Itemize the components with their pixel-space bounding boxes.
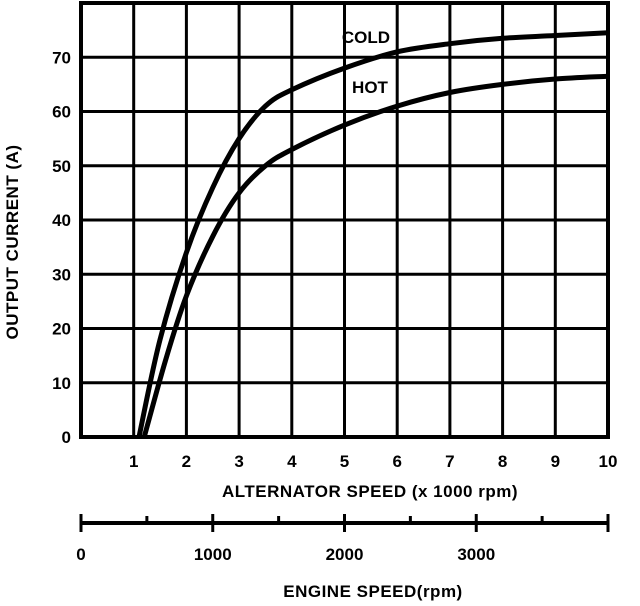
series-curves	[136, 30, 609, 438]
engine-tick-label: 2000	[326, 545, 364, 564]
y-tick-label: 50	[52, 157, 71, 176]
x-tick-labels: 1 2 3 4 5 6 7 8 9 10	[129, 452, 617, 471]
y-tick-label: 60	[52, 103, 71, 122]
y-tick-label: 40	[52, 211, 71, 230]
engine-tick-label: 1000	[194, 545, 232, 564]
x-tick-label: 6	[392, 452, 401, 471]
series-label-cold: COLD	[342, 28, 390, 47]
x-tick-label: 2	[182, 452, 191, 471]
series-label-hot: HOT	[352, 78, 389, 97]
y-tick-label: 30	[52, 265, 71, 284]
engine-speed-axis-title: ENGINE SPEED(rpm)	[283, 582, 462, 601]
series-line-hot	[141, 73, 609, 438]
x-tick-label: 5	[340, 452, 349, 471]
x-tick-label: 3	[234, 452, 243, 471]
x-tick-label: 7	[445, 452, 454, 471]
y-tick-label: 10	[52, 374, 71, 393]
y-tick-labels: 0 10 20 30 40 50 60 70	[52, 48, 71, 447]
series-line-cold	[136, 30, 609, 438]
x-tick-label: 9	[551, 452, 560, 471]
y-axis-title: OUTPUT CURRENT (A)	[3, 144, 22, 339]
x-tick-label: 4	[287, 452, 297, 471]
x-tick-label: 10	[599, 452, 618, 471]
x-tick-label: 8	[498, 452, 507, 471]
y-tick-label: 0	[62, 428, 71, 447]
y-tick-label: 70	[52, 48, 71, 67]
x-tick-label: 1	[129, 452, 138, 471]
plot-frame	[79, 1, 610, 439]
engine-speed-axis: 0 1000 2000 3000	[76, 514, 610, 564]
engine-tick-label: 0	[76, 545, 85, 564]
plot-border	[79, 1, 610, 439]
grid	[81, 3, 608, 437]
engine-tick-label: 3000	[457, 545, 495, 564]
series-labels: COLD HOT	[342, 28, 390, 97]
y-tick-label: 20	[52, 320, 71, 339]
x-axis-title: ALTERNATOR SPEED (x 1000 rpm)	[222, 482, 518, 501]
